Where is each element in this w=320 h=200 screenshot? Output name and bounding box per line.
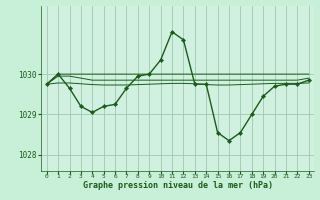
X-axis label: Graphe pression niveau de la mer (hPa): Graphe pression niveau de la mer (hPa) (83, 181, 273, 190)
